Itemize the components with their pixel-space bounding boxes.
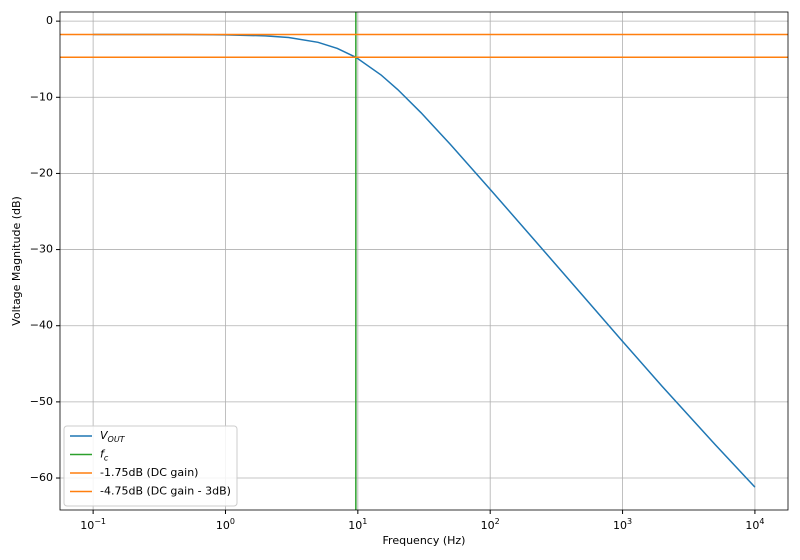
legend-name: -4.75dB (DC gain - 3dB): [100, 485, 231, 498]
y-tick-label: −30: [30, 243, 53, 256]
legend-label: fc: [100, 448, 109, 463]
tick-exponent: 0: [230, 517, 235, 526]
legend-subscript: OUT: [108, 435, 126, 444]
legend-label: -1.75dB (DC gain): [100, 466, 198, 479]
legend-box: [63, 425, 238, 507]
tick-base: 10: [481, 519, 495, 532]
x-tick-label: 101: [348, 517, 367, 533]
x-tick-label: 10−1: [80, 517, 106, 533]
x-axis-label: Frequency (Hz): [383, 534, 466, 547]
tick-exponent: −1: [94, 517, 106, 526]
y-tick-label: 0: [46, 14, 53, 27]
tick-exponent: 4: [759, 517, 764, 526]
tick-base: 10: [348, 519, 362, 532]
tick-exponent: 1: [362, 517, 367, 526]
legend-name: f: [100, 448, 106, 461]
plot-frame: [59, 11, 789, 511]
y-tick-label: −10: [30, 90, 53, 103]
legend-label: VOUT: [100, 429, 126, 444]
tick-base: 10: [80, 519, 94, 532]
tick-base: 10: [216, 519, 230, 532]
legend-name: V: [100, 429, 109, 442]
y-tick-label: −20: [30, 166, 53, 179]
x-tick-label: 104: [745, 517, 764, 533]
y-tick-label: −50: [30, 395, 53, 408]
y-tick-label: −40: [30, 319, 53, 332]
tick-base: 10: [613, 519, 627, 532]
legend-label: -4.75dB (DC gain - 3dB): [100, 485, 231, 498]
legend-subscript: c: [104, 453, 109, 462]
tick-base: 10: [745, 519, 759, 532]
tick-exponent: 2: [495, 517, 500, 526]
y-tick-label: −60: [30, 471, 53, 484]
legend-name: -1.75dB (DC gain): [100, 466, 198, 479]
y-axis-label: Voltage Magnitude (dB): [10, 196, 23, 326]
x-tick-label: 100: [216, 517, 235, 533]
tick-exponent: 3: [627, 517, 632, 526]
x-tick-label: 102: [481, 517, 500, 533]
x-tick-label: 103: [613, 517, 632, 533]
